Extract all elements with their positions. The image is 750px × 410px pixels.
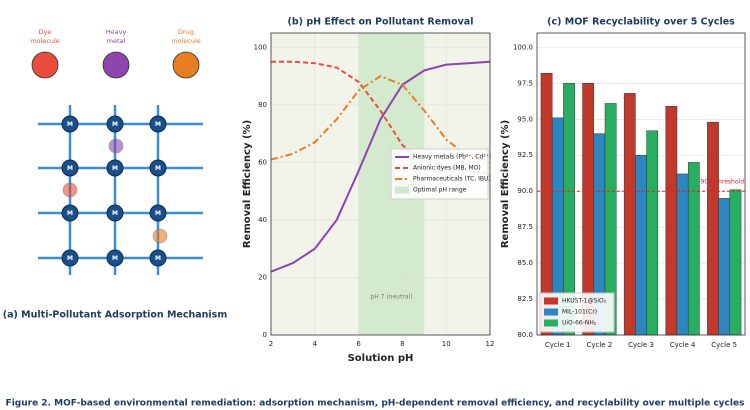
- legend-swatch: [544, 320, 558, 327]
- threshold-label: 90% threshold: [701, 179, 745, 186]
- x-tick-label: 6: [356, 340, 361, 348]
- pollutant-icon: [103, 52, 129, 78]
- figure-caption: Figure 2. MOF-based environmental remedi…: [6, 399, 745, 409]
- bar: [719, 198, 730, 335]
- x-tick-label: Cycle 3: [628, 341, 654, 349]
- node-label: M: [67, 255, 73, 262]
- node-label: M: [112, 165, 118, 172]
- y-tick-label: 82.5: [517, 295, 533, 303]
- y-axis-label: Removal Efficiency (%): [242, 120, 253, 248]
- x-tick-label: Cycle 5: [711, 341, 737, 349]
- pollutant-icon: [32, 52, 58, 78]
- adsorbed-pollutant: [63, 183, 77, 197]
- diagram-caption: (a) Multi-Pollutant Adsorption Mechanism: [3, 310, 228, 321]
- y-tick-label: 100: [254, 43, 267, 51]
- chart-title: (c) MOF Recyclability over 5 Cycles: [547, 17, 735, 28]
- bar: [647, 131, 658, 335]
- legend-label: MIL-101(Cr): [562, 309, 597, 316]
- y-tick-label: 20: [258, 273, 267, 281]
- legend-label: Heavy metals (Pb²⁺, Cd²⁺): [413, 154, 491, 161]
- y-tick-label: 87.5: [517, 223, 533, 231]
- bar: [688, 162, 699, 335]
- y-tick-label: 100.0: [513, 43, 533, 51]
- node-label: M: [112, 121, 118, 128]
- x-tick-label: 10: [442, 340, 451, 348]
- page: (a) Multi-Pollutant Adsorption Mechanism…: [0, 0, 750, 410]
- y-tick-label: 90.0: [517, 187, 533, 195]
- node-label: M: [155, 210, 161, 217]
- bar: [635, 155, 646, 335]
- y-tick-label: 80: [258, 101, 267, 109]
- y-tick-label: 60: [258, 158, 267, 166]
- bar: [624, 93, 635, 335]
- x-tick-label: Cycle 4: [670, 341, 696, 349]
- bar: [677, 174, 688, 335]
- bar: [730, 190, 741, 335]
- legend-label: Pharmaceuticals (TC, IBU): [413, 176, 491, 183]
- node-label: M: [67, 210, 73, 217]
- x-tick-label: 12: [486, 340, 495, 348]
- legend-label: Optimal pH range: [413, 187, 467, 194]
- legend-label: Anionic dyes (MB, MO): [413, 165, 481, 172]
- y-tick-label: 85.0: [517, 259, 533, 267]
- bar: [666, 106, 677, 335]
- y-tick-label: 0: [263, 331, 267, 339]
- pollutant-label: metal: [107, 37, 126, 45]
- node-label: M: [112, 210, 118, 217]
- node-label: M: [67, 165, 73, 172]
- node-label: M: [67, 121, 73, 128]
- node-label: M: [112, 255, 118, 262]
- legend-label: UiO-66-NH₂: [562, 320, 597, 327]
- y-tick-label: 92.5: [517, 151, 533, 159]
- y-tick-label: 95.0: [517, 115, 533, 123]
- figure: (a) Multi-Pollutant Adsorption Mechanism…: [0, 0, 750, 410]
- pollutant-label: molecule: [30, 37, 60, 45]
- pollutant-icon: [173, 52, 199, 78]
- chart-title: (b) pH Effect on Pollutant Removal: [288, 17, 474, 28]
- node-label: M: [155, 121, 161, 128]
- node-label: M: [155, 165, 161, 172]
- pollutant-label: molecule: [171, 37, 201, 45]
- y-tick-label: 40: [258, 216, 267, 224]
- legend-swatch: [395, 187, 409, 194]
- x-tick-label: 8: [400, 340, 404, 348]
- legend-swatch: [544, 298, 558, 305]
- y-tick-label: 97.5: [517, 79, 533, 87]
- y-tick-label: 80.0: [517, 331, 533, 339]
- x-tick-label: 4: [313, 340, 318, 348]
- x-tick-label: 2: [269, 340, 273, 348]
- adsorbed-pollutant: [153, 229, 167, 243]
- bar: [707, 122, 718, 335]
- pollutant-label: Drug: [178, 28, 194, 36]
- legend-swatch: [544, 309, 558, 316]
- x-tick-label: Cycle 1: [545, 341, 571, 349]
- node-label: M: [155, 255, 161, 262]
- x-tick-label: Cycle 2: [586, 341, 612, 349]
- adsorbed-pollutant: [109, 139, 123, 153]
- annotation: pH 7 (neutral): [370, 294, 412, 301]
- y-axis-label: Removal Efficiency (%): [500, 120, 511, 248]
- legend-label: HKUST-1@SiO₂: [562, 298, 607, 305]
- pollutant-label: Heavy: [106, 28, 127, 36]
- x-axis-label: Solution pH: [348, 353, 414, 364]
- pollutant-label: Dye: [39, 28, 52, 36]
